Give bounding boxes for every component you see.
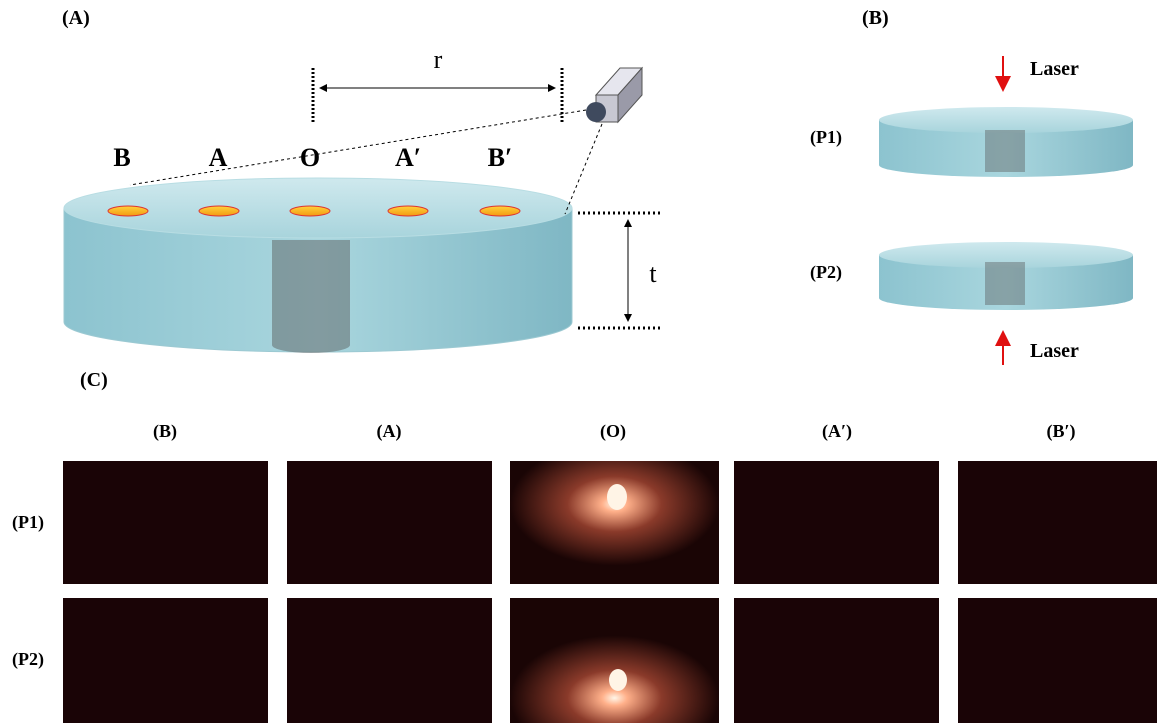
panel-label: (B): [862, 7, 889, 29]
position-label: A: [209, 143, 228, 172]
config-label: (P2): [810, 262, 842, 283]
row-label: (P1): [12, 512, 44, 533]
sample-p1: [879, 107, 1133, 177]
column-label: (O): [600, 421, 626, 442]
column-label: (B′): [1046, 421, 1075, 442]
figure: (A) B A O A′ B′ r t: [0, 0, 1157, 723]
distance-label: r: [434, 45, 443, 74]
column-label: (A): [377, 421, 402, 442]
laser-label: Laser: [1030, 340, 1079, 362]
config-label: (P1): [810, 127, 842, 148]
position-label: B: [113, 143, 130, 172]
thickness-marker: [578, 213, 660, 328]
camera: [586, 68, 642, 122]
column-label: (A′): [822, 421, 852, 442]
sample-cylinder: [64, 178, 572, 353]
row-label: (P2): [12, 649, 44, 670]
column-label: (B): [153, 421, 177, 442]
thickness-label: t: [649, 259, 657, 288]
distance-marker: [313, 68, 562, 122]
laser-label: Laser: [1030, 58, 1079, 80]
position-label: A′: [395, 143, 421, 172]
position-label: O: [300, 143, 320, 172]
panel-label: (C): [80, 369, 108, 391]
image-grid: [63, 461, 1157, 723]
panel-label: (A): [62, 7, 90, 29]
position-label: B′: [488, 143, 513, 172]
sample-p2: [879, 242, 1133, 310]
